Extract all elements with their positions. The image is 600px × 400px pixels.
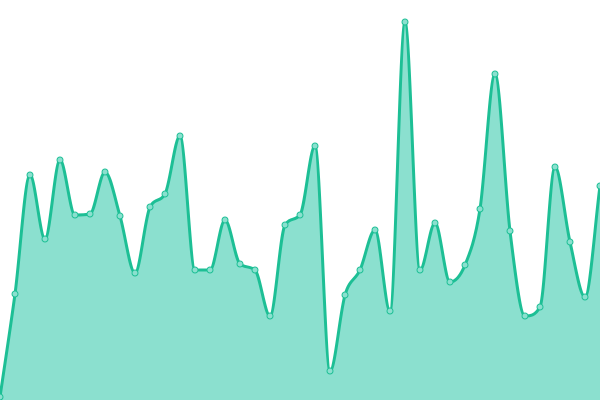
- data-point-4: [56, 156, 64, 164]
- data-points: [0, 18, 600, 400]
- data-point-25: [371, 226, 379, 234]
- data-point-9: [131, 269, 139, 277]
- data-point-14: [206, 266, 214, 274]
- data-point-24: [356, 266, 364, 274]
- data-point-20: [296, 211, 304, 219]
- data-point-19: [281, 221, 289, 229]
- data-point-26: [386, 307, 394, 315]
- data-point-18: [266, 312, 274, 320]
- data-point-3: [41, 235, 49, 243]
- data-point-2: [26, 171, 34, 179]
- data-point-12: [176, 132, 184, 140]
- data-point-13: [191, 266, 199, 274]
- data-point-38: [566, 238, 574, 246]
- data-point-16: [236, 260, 244, 268]
- data-point-7: [101, 168, 109, 176]
- data-point-27: [401, 18, 409, 26]
- data-point-1: [11, 290, 19, 298]
- data-point-15: [221, 216, 229, 224]
- data-point-31: [461, 261, 469, 269]
- data-point-36: [536, 303, 544, 311]
- data-point-22: [326, 367, 334, 375]
- data-point-17: [251, 266, 259, 274]
- data-point-6: [86, 210, 94, 218]
- data-point-32: [476, 205, 484, 213]
- data-point-11: [161, 190, 169, 198]
- data-point-5: [71, 211, 79, 219]
- data-point-34: [506, 227, 514, 235]
- data-point-29: [431, 219, 439, 227]
- data-point-28: [416, 266, 424, 274]
- data-point-35: [521, 312, 529, 320]
- data-point-37: [551, 163, 559, 171]
- data-point-21: [311, 142, 319, 150]
- data-point-39: [581, 293, 589, 301]
- data-point-40: [596, 182, 600, 190]
- area-fill: [0, 22, 600, 400]
- data-point-23: [341, 291, 349, 299]
- data-point-10: [146, 203, 154, 211]
- data-point-8: [116, 212, 124, 220]
- data-point-30: [446, 278, 454, 286]
- data-point-33: [491, 70, 499, 78]
- data-point-0: [0, 393, 4, 400]
